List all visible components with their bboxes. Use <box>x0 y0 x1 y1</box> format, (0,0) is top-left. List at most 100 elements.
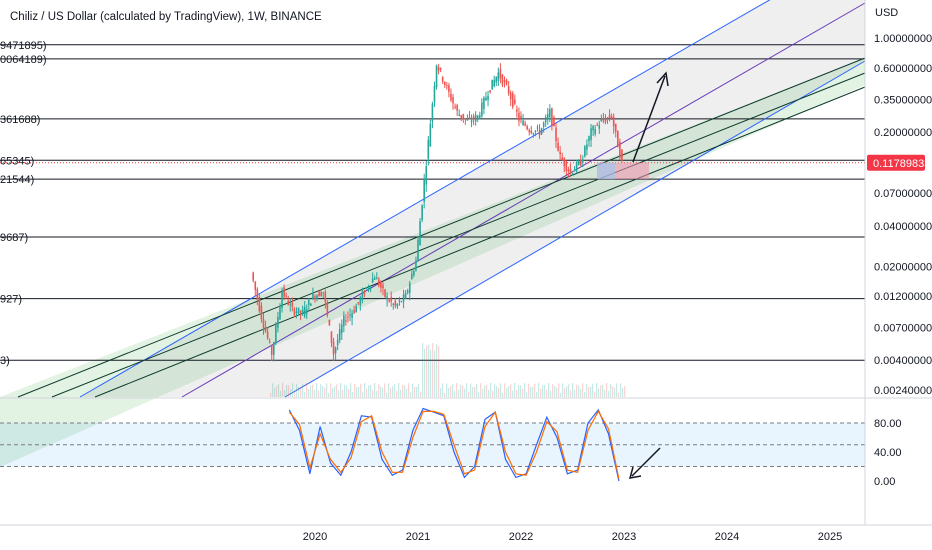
volume-bar <box>390 387 392 397</box>
candle <box>388 300 390 302</box>
volume-bar <box>278 384 280 397</box>
candle <box>361 291 364 301</box>
volume-bar <box>444 392 446 397</box>
candle <box>425 166 428 185</box>
candle <box>328 319 331 326</box>
volume-bar <box>512 390 514 397</box>
y-tick-label: 0.01200000 <box>874 291 932 303</box>
channel-fill <box>80 0 865 397</box>
volume-bar <box>338 390 340 397</box>
volume-bar <box>526 391 528 397</box>
candle <box>408 283 411 294</box>
volume-bar <box>520 385 522 397</box>
candle <box>305 309 308 314</box>
candle <box>557 142 559 151</box>
volume-bar <box>378 384 380 397</box>
candle <box>586 144 588 150</box>
candle <box>260 305 263 320</box>
candle <box>495 76 498 83</box>
candle <box>373 278 376 280</box>
candle <box>454 106 456 108</box>
volume-bar <box>298 386 300 397</box>
volume-bar <box>436 344 438 397</box>
candle <box>347 316 349 318</box>
candle <box>544 116 547 123</box>
volume-bar <box>542 385 544 397</box>
candle <box>497 72 500 81</box>
volume-bar <box>352 391 354 397</box>
candle <box>476 115 479 119</box>
volume-bar <box>376 390 378 397</box>
candles <box>252 63 626 397</box>
volume-bar <box>270 393 272 397</box>
volume-bar <box>622 387 624 397</box>
volume-bar <box>322 386 324 397</box>
volume-bar <box>590 386 592 397</box>
candle <box>308 299 310 305</box>
volume-bar <box>362 391 364 397</box>
volume-bar <box>334 386 336 397</box>
volume-bar <box>294 391 296 397</box>
candle <box>439 67 442 70</box>
candle <box>338 329 341 341</box>
candle <box>505 80 508 85</box>
candle <box>577 160 580 165</box>
candle <box>530 130 533 134</box>
volume-bar <box>548 383 550 397</box>
candle <box>614 123 617 132</box>
volume-bar <box>582 383 584 397</box>
volume-bar <box>440 387 442 397</box>
volume-bar <box>600 385 602 397</box>
volume-bar <box>614 387 616 397</box>
volume-bar <box>386 392 388 397</box>
candle <box>254 281 257 290</box>
candle <box>489 90 491 93</box>
candle <box>293 309 296 315</box>
candle <box>289 303 292 305</box>
candle <box>419 221 421 246</box>
volume-bar <box>430 349 432 397</box>
candle <box>353 310 355 313</box>
candle <box>507 86 510 94</box>
candle <box>604 119 607 123</box>
y-tick-label: 0.04000000 <box>874 221 932 233</box>
candle <box>340 324 343 334</box>
candle <box>268 341 271 343</box>
volume-bar <box>608 390 610 397</box>
volume-bar <box>370 384 372 397</box>
candle <box>429 123 432 147</box>
volume-bar <box>448 387 450 397</box>
candle <box>481 102 483 117</box>
candle <box>549 109 551 118</box>
volume-bar <box>446 383 448 397</box>
volume-bar <box>518 384 520 397</box>
candle <box>536 127 539 129</box>
volume-bar <box>578 385 580 397</box>
volume-bar <box>618 392 620 397</box>
volume-bar <box>530 386 532 397</box>
volume-bar <box>412 383 414 397</box>
candle <box>345 320 347 322</box>
volume-bar <box>464 388 466 397</box>
volume-bar <box>454 390 456 397</box>
volume-bar <box>306 383 308 397</box>
volume-bar <box>554 386 556 397</box>
candle <box>483 97 485 109</box>
volume-bar <box>592 383 594 397</box>
candle <box>402 294 405 302</box>
candle <box>384 289 386 297</box>
volume-bar <box>350 383 352 397</box>
current-price-label: 0.11789833 <box>873 158 930 170</box>
volume-bar <box>532 386 534 397</box>
volume-bar <box>624 386 626 397</box>
candle <box>491 79 493 90</box>
volume-bar <box>396 390 398 397</box>
volume-bar <box>364 383 366 397</box>
y-tick-label: 0.02000000 <box>874 261 932 273</box>
level-label: 21544) <box>0 174 34 186</box>
arrow-up-line <box>632 75 666 163</box>
candle <box>582 159 584 163</box>
candle <box>417 239 419 260</box>
candle <box>421 204 423 221</box>
